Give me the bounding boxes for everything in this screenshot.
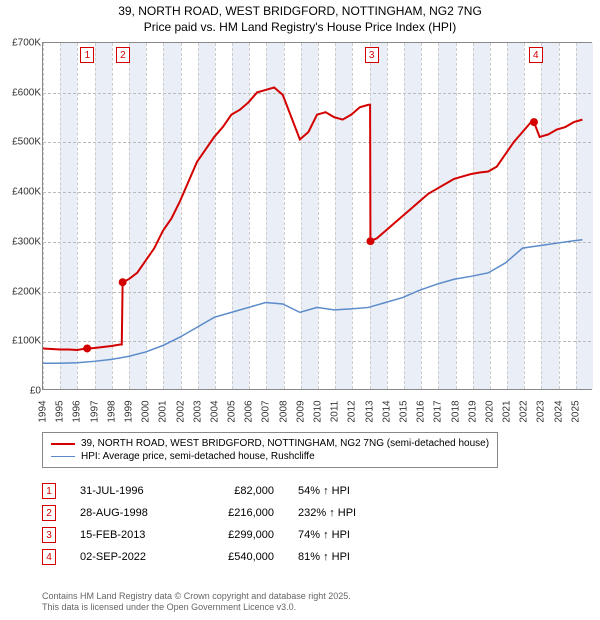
x-axis-label: 1995 — [55, 400, 66, 422]
sale-date: 15-FEB-2013 — [80, 529, 180, 541]
x-axis-label: 2011 — [330, 401, 341, 423]
x-axis-label: 1996 — [72, 400, 83, 422]
x-axis-label: 2002 — [175, 400, 186, 422]
x-axis-label: 2009 — [295, 400, 306, 422]
sale-row: 3 15-FEB-2013 £299,000 74% ↑ HPI — [42, 524, 388, 546]
x-axis-label: 2017 — [433, 400, 444, 422]
x-axis-label: 2018 — [450, 400, 461, 422]
x-axis-label: 1997 — [89, 400, 100, 422]
x-axis-label: 1994 — [38, 400, 49, 422]
x-axis-label: 2012 — [347, 400, 358, 422]
sale-pct: 81% ↑ HPI — [298, 551, 388, 563]
legend-label: 39, NORTH ROAD, WEST BRIDGFORD, NOTTINGH… — [81, 438, 489, 449]
sale-index-box: 3 — [42, 527, 56, 543]
x-axis-label: 2006 — [244, 400, 255, 422]
sale-price: £82,000 — [204, 485, 274, 497]
y-axis-label: £700K — [7, 38, 41, 49]
legend-label: HPI: Average price, semi-detached house,… — [81, 451, 315, 462]
legend-swatch — [51, 443, 75, 445]
sale-date: 31-JUL-1996 — [80, 485, 180, 497]
sale-marker: 1 — [80, 47, 94, 63]
title-line2: Price paid vs. HM Land Registry's House … — [0, 20, 600, 36]
chart-area: £0£100K£200K£300K£400K£500K£600K£700K199… — [6, 42, 594, 422]
x-axis-label: 1999 — [123, 400, 134, 422]
sale-pct: 74% ↑ HPI — [298, 529, 388, 541]
footer: Contains HM Land Registry data © Crown c… — [42, 591, 351, 614]
footer-line1: Contains HM Land Registry data © Crown c… — [42, 591, 351, 603]
sale-index-box: 2 — [42, 505, 56, 521]
series-line — [43, 240, 582, 364]
sale-row: 1 31-JUL-1996 £82,000 54% ↑ HPI — [42, 480, 388, 502]
x-axis-label: 2021 — [502, 400, 513, 422]
x-axis-label: 2005 — [227, 400, 238, 422]
sale-price: £216,000 — [204, 507, 274, 519]
y-axis-label: £100K — [7, 336, 41, 347]
sale-marker: 2 — [116, 47, 130, 63]
y-axis-label: £600K — [7, 87, 41, 98]
series-line — [43, 87, 582, 349]
legend-item: 39, NORTH ROAD, WEST BRIDGFORD, NOTTINGH… — [51, 437, 489, 450]
y-axis-label: £400K — [7, 187, 41, 198]
sale-date: 02-SEP-2022 — [80, 551, 180, 563]
x-axis-label: 2003 — [192, 400, 203, 422]
sales-table: 1 31-JUL-1996 £82,000 54% ↑ HPI 2 28-AUG-1998… — [42, 480, 388, 568]
y-axis-label: £300K — [7, 236, 41, 247]
x-axis-label: 2004 — [209, 400, 220, 422]
sale-row: 4 02-SEP-2022 £540,000 81% ↑ HPI — [42, 546, 388, 568]
sale-marker: 4 — [529, 47, 543, 63]
data-point — [83, 344, 91, 352]
y-axis-label: £200K — [7, 286, 41, 297]
x-axis-label: 2000 — [141, 400, 152, 422]
chart-container: 39, NORTH ROAD, WEST BRIDGFORD, NOTTINGH… — [0, 0, 600, 620]
x-axis-label: 2015 — [398, 400, 409, 422]
sale-pct: 54% ↑ HPI — [298, 485, 388, 497]
sale-marker: 3 — [365, 47, 379, 63]
x-axis-label: 2007 — [261, 400, 272, 422]
y-axis-label: £0 — [7, 386, 41, 397]
legend-swatch — [51, 456, 75, 457]
sale-index-box: 1 — [42, 483, 56, 499]
sale-pct: 232% ↑ HPI — [298, 507, 388, 519]
x-axis-label: 1998 — [106, 400, 117, 422]
x-axis-label: 2020 — [484, 400, 495, 422]
chart-lines — [43, 43, 591, 389]
sale-row: 2 28-AUG-1998 £216,000 232% ↑ HPI — [42, 502, 388, 524]
x-axis-label: 2013 — [364, 400, 375, 422]
sale-price: £299,000 — [204, 529, 274, 541]
x-axis-label: 2001 — [158, 400, 169, 422]
data-point — [119, 278, 127, 286]
x-axis-label: 2010 — [313, 400, 324, 422]
data-point — [530, 118, 538, 126]
x-axis-label: 2025 — [570, 400, 581, 422]
x-axis-label: 2022 — [519, 400, 530, 422]
x-axis-label: 2016 — [416, 400, 427, 422]
x-axis-label: 2008 — [278, 400, 289, 422]
x-axis-label: 2024 — [553, 400, 564, 422]
sale-date: 28-AUG-1998 — [80, 507, 180, 519]
plot-area: £0£100K£200K£300K£400K£500K£600K£700K199… — [42, 42, 592, 390]
sale-index-box: 4 — [42, 549, 56, 565]
legend: 39, NORTH ROAD, WEST BRIDGFORD, NOTTINGH… — [42, 432, 498, 468]
data-point — [366, 237, 374, 245]
title-block: 39, NORTH ROAD, WEST BRIDGFORD, NOTTINGH… — [0, 0, 600, 35]
legend-item: HPI: Average price, semi-detached house,… — [51, 450, 489, 463]
sale-price: £540,000 — [204, 551, 274, 563]
x-axis-label: 2014 — [381, 400, 392, 422]
x-axis-label: 2023 — [536, 400, 547, 422]
y-axis-label: £500K — [7, 137, 41, 148]
footer-line2: This data is licensed under the Open Gov… — [42, 602, 351, 614]
x-axis-label: 2019 — [467, 400, 478, 422]
title-line1: 39, NORTH ROAD, WEST BRIDGFORD, NOTTINGH… — [0, 4, 600, 20]
